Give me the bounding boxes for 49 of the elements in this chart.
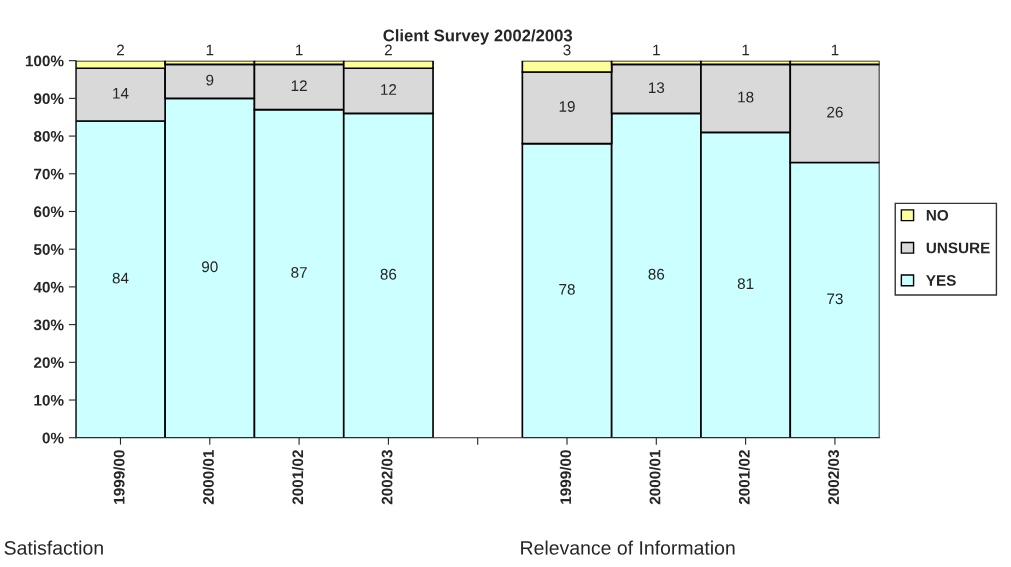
- x-tick-label: 1999/00: [113, 450, 125, 504]
- y-tick-label: 40%: [33, 281, 64, 293]
- data-label: 14: [113, 88, 129, 99]
- data-label: 1: [296, 44, 303, 56]
- x-tick-label: 2000/01: [649, 449, 661, 505]
- y-tick-label: 60%: [34, 206, 64, 218]
- x-tick-label: 2000/01: [202, 449, 215, 505]
- y-tick-label: 50%: [33, 244, 64, 255]
- data-label: 26: [827, 106, 843, 118]
- data-label: 1: [831, 44, 839, 56]
- y-tick-label: 30%: [33, 319, 64, 331]
- legend-label: NO: [926, 209, 949, 221]
- text: Relevance of Information: [521, 540, 735, 555]
- chart-title: Client Survey 2002/2003: [383, 29, 573, 45]
- data-label: 87: [291, 266, 307, 278]
- y-tick-label: 20%: [33, 357, 64, 368]
- x-tick-label: 2001/02: [291, 450, 304, 505]
- data-label: 81: [737, 278, 754, 290]
- x-tick-label: 2002/03: [827, 450, 840, 505]
- data-label: 73: [827, 293, 843, 305]
- data-label: 84: [112, 272, 129, 284]
- text: Satisfaction: [4, 540, 103, 555]
- legend-label: UNSURE: [926, 242, 990, 254]
- y-tick-label: 80%: [33, 130, 64, 142]
- data-label: 1: [653, 44, 660, 56]
- data-label: 12: [291, 80, 307, 92]
- data-label: 12: [381, 84, 397, 95]
- data-label: 90: [202, 261, 218, 273]
- data-label: 9: [206, 74, 214, 86]
- data-label: 2: [117, 44, 124, 56]
- data-label: 86: [380, 268, 397, 280]
- y-tick-label: 0%: [42, 432, 64, 444]
- data-label: 1: [206, 44, 214, 56]
- data-label: 18: [738, 91, 754, 103]
- x-tick-label: 2001/02: [738, 450, 750, 505]
- y-tick-label: 10%: [34, 394, 64, 406]
- legend-label: YES: [926, 275, 956, 286]
- y-tick-label: 70%: [34, 168, 64, 180]
- data-label: 3: [563, 44, 571, 56]
- data-label: 1: [742, 44, 750, 56]
- y-tick-label: 90%: [33, 93, 64, 105]
- data-label: 86: [648, 268, 665, 280]
- data-label: 19: [559, 101, 575, 112]
- x-tick-label: 2002/03: [381, 450, 393, 505]
- data-label: 78: [559, 283, 575, 295]
- data-label: 2: [384, 44, 392, 56]
- y-tick-label: 100%: [25, 55, 64, 67]
- data-label: 13: [648, 82, 665, 94]
- x-tick-label: 1999/00: [559, 450, 572, 504]
